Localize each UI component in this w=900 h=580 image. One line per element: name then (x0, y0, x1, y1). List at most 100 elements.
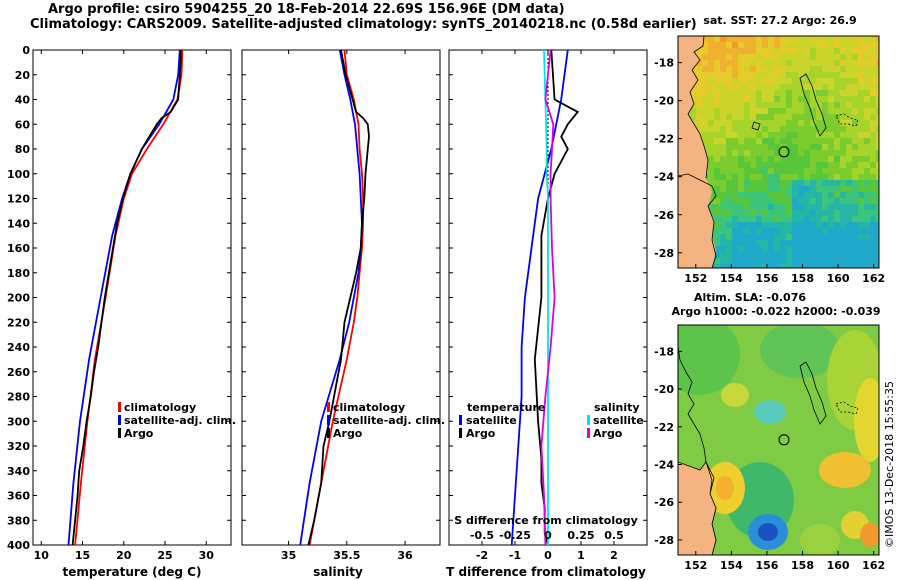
legend-argo-label: Argo (124, 427, 154, 440)
argo-location-marker (778, 434, 790, 446)
sst-cell (852, 252, 858, 258)
sst-cell (744, 174, 750, 180)
sst-cell (834, 168, 840, 174)
sst-cell (852, 36, 858, 42)
legend-temperature-title: temperature (467, 401, 545, 414)
sst-cell (798, 132, 804, 138)
sst-cell (738, 228, 744, 234)
sst-cell (744, 180, 750, 186)
sst-cell (828, 114, 834, 120)
sst-cell (864, 204, 870, 210)
sst-cell (810, 42, 816, 48)
sla-blob (819, 452, 871, 488)
sst-cell (726, 108, 732, 114)
sst-cell (708, 132, 714, 138)
sst-cell (720, 264, 726, 268)
sst-cell (714, 138, 720, 144)
sst-cell (840, 150, 846, 156)
sla-blob (758, 523, 778, 541)
land-area (678, 462, 716, 555)
sst-cell (870, 126, 876, 132)
sst-cell (744, 102, 750, 108)
sst-cell (732, 210, 738, 216)
sst-cell (780, 48, 786, 54)
sst-cell (738, 42, 744, 48)
sst-cell (744, 96, 750, 102)
sst-cell (768, 234, 774, 240)
sst-cell (744, 156, 750, 162)
sst-cell (870, 102, 876, 108)
sst-cell (738, 108, 744, 114)
sst-cell (852, 210, 858, 216)
sst-cell (792, 84, 798, 90)
lat-tick-label: -22 (654, 421, 674, 434)
sst-cell (708, 90, 714, 96)
sst-cell (810, 174, 816, 180)
sst-cell (858, 222, 864, 228)
sst-cell (810, 66, 816, 72)
sst-cell (876, 234, 879, 240)
sst-cell (816, 120, 822, 126)
sst-cell (804, 102, 810, 108)
sst-cell (720, 48, 726, 54)
sst-cell (720, 78, 726, 84)
sst-cell (876, 180, 879, 186)
sst-cell (738, 264, 744, 268)
sst-cell (774, 162, 780, 168)
legend-t-argo-label: Argo (466, 427, 496, 440)
sst-cell (810, 210, 816, 216)
legend-satellite-label: satellite-adj. clim. (333, 414, 445, 427)
sst-cell (762, 234, 768, 240)
sst-cell (834, 180, 840, 186)
sst-cell (852, 132, 858, 138)
legend-satellite-swatch (327, 415, 330, 425)
sst-cell (876, 126, 879, 132)
sst-cell (804, 186, 810, 192)
sst-cell (876, 78, 879, 84)
sst-cell (780, 120, 786, 126)
sst-cell (738, 72, 744, 78)
sst-cell (876, 168, 879, 174)
sst-cell (858, 96, 864, 102)
sst-cell (810, 120, 816, 126)
sst-cell (828, 252, 834, 258)
sst-cell (840, 120, 846, 126)
sst-cell (786, 192, 792, 198)
sst-cell (744, 192, 750, 198)
sst-cell (702, 144, 708, 150)
sst-cell (828, 96, 834, 102)
sst-cell (720, 222, 726, 228)
sst-cell (762, 72, 768, 78)
sst-cell (870, 186, 876, 192)
sst-cell (852, 246, 858, 252)
sst-cell (732, 264, 738, 268)
sst-cell (744, 84, 750, 90)
sst-cell (822, 48, 828, 54)
sst-cell (720, 90, 726, 96)
credit-stamp: ©IMOS 13-Dec-2018 15:55:35 (883, 381, 896, 548)
sst-cell (744, 186, 750, 192)
salinity-panel: 35 35.5 36 salinity climatology satellite-… (241, 49, 445, 579)
sst-cell (828, 144, 834, 150)
sst-cell (876, 144, 879, 150)
sst-cell (720, 204, 726, 210)
sst-cell (804, 84, 810, 90)
sst-cell (756, 216, 762, 222)
sst-cell (840, 216, 846, 222)
sst-cell (732, 258, 738, 264)
sst-cell (804, 180, 810, 186)
sst-cell (816, 54, 822, 60)
sst-cell (708, 42, 714, 48)
sst-cell (840, 54, 846, 60)
sst-cell (768, 138, 774, 144)
sst-cell (834, 240, 840, 246)
sst-cell (726, 168, 732, 174)
sst-cell (732, 114, 738, 120)
sst-cell (720, 36, 726, 42)
s-tick-label: -0.25 (499, 529, 531, 542)
sst-cell (834, 36, 840, 42)
sst-cell (846, 36, 852, 42)
sst-cell (834, 264, 840, 268)
sst-cell (720, 132, 726, 138)
sst-cell (786, 66, 792, 72)
